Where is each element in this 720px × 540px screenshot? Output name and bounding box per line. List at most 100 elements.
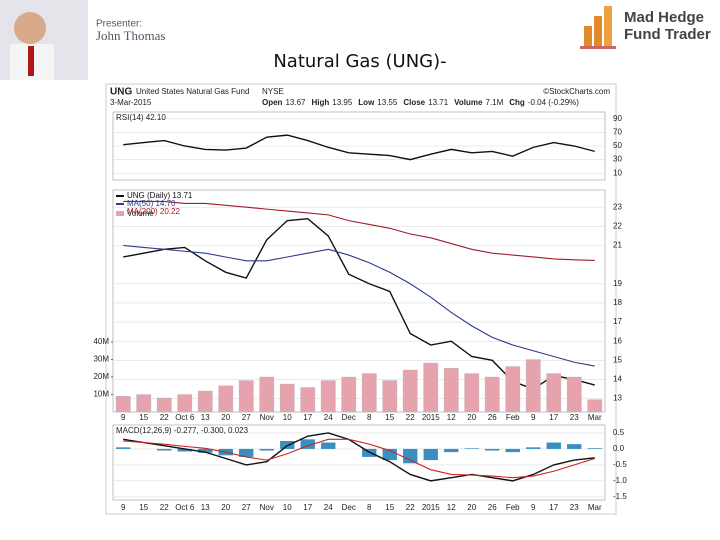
quote-value: 13.71 — [428, 98, 449, 107]
quote-value: 13.95 — [332, 98, 353, 107]
y-tick-label: -0.5 — [613, 460, 627, 469]
y-tick-label: 13 — [613, 394, 622, 403]
x-tick-label: 22 — [160, 413, 169, 422]
legend-label: Volume — [127, 209, 154, 218]
panel-title: RSI(14) 42.10 — [116, 113, 166, 122]
volume-bar — [136, 394, 152, 413]
x-tick-label: 17 — [303, 503, 312, 512]
y-tick-label: 70 — [613, 128, 622, 137]
volume-bar — [259, 376, 275, 413]
histogram-bar — [567, 444, 582, 449]
volume-bar — [525, 359, 541, 413]
histogram-bar — [464, 448, 479, 449]
x-tick-label: 12 — [447, 413, 456, 422]
x-tick-label: Dec — [342, 413, 356, 422]
y-tick-label: 22 — [613, 221, 622, 230]
series-line — [123, 200, 595, 261]
quote-value: -0.04 (-0.29%) — [528, 98, 579, 107]
y-tick-label: 21 — [613, 241, 622, 250]
x-tick-label: 23 — [570, 413, 579, 422]
histogram-bar — [321, 442, 336, 449]
panel-title: MACD(12,26,9) -0.277, -0.300, 0.023 — [116, 426, 249, 435]
quote-value: 7.1M — [485, 98, 503, 107]
panel — [112, 424, 606, 501]
quote-label: Chg — [509, 98, 525, 107]
volume-bar — [279, 383, 295, 413]
volume-bar — [238, 380, 254, 413]
histogram-bar — [403, 448, 418, 464]
x-tick-label: Feb — [506, 413, 520, 422]
x-tick-label: 13 — [201, 503, 210, 512]
histogram-bar — [546, 442, 561, 449]
histogram-bar — [485, 448, 500, 451]
histogram-bar — [259, 448, 274, 451]
x-tick-label: Nov — [260, 503, 274, 512]
exchange: NYSE — [262, 87, 284, 96]
quote-fields: Open 13.67 High 13.95 Low 13.55 Close 13.71 Volu… — [262, 98, 579, 107]
presenter-face — [14, 12, 46, 44]
y-tick-label: -1.0 — [613, 476, 627, 485]
x-tick-label: 9 — [531, 413, 536, 422]
x-tick-label: 13 — [201, 413, 210, 422]
volume-bar — [423, 362, 439, 413]
y-tick-label: 18 — [613, 298, 622, 307]
x-tick-label: 12 — [447, 503, 456, 512]
x-tick-label: 22 — [160, 503, 169, 512]
histogram-bar — [526, 447, 541, 449]
volume-bar — [546, 373, 562, 413]
x-tick-label: 24 — [324, 503, 333, 512]
x-tick-label: 20 — [467, 413, 476, 422]
y-tick-label: 19 — [613, 279, 622, 288]
histogram-bar — [198, 448, 213, 453]
presenter-label: Presenter: — [96, 19, 142, 30]
volume-bar — [341, 376, 357, 413]
histogram-bar — [157, 448, 172, 451]
x-tick-label: 17 — [549, 503, 558, 512]
logo-text: Fund Trader — [624, 26, 711, 43]
y-tick-label: 30 — [613, 155, 622, 164]
series-line — [123, 244, 595, 367]
y-tick-label: 16 — [613, 336, 622, 345]
y-tick-label: 50 — [613, 141, 622, 150]
x-tick-label: 20 — [221, 503, 230, 512]
histogram-bar — [280, 440, 295, 449]
quote-value: 13.55 — [377, 98, 398, 107]
y-tick-label: 90 — [613, 114, 622, 123]
histogram-bar — [423, 448, 438, 461]
legend-label: UNG (Daily) 13.71 — [127, 191, 193, 200]
x-tick-label: 10 — [283, 503, 292, 512]
x-tick-label: 8 — [367, 503, 372, 512]
panel — [112, 189, 606, 413]
legend-label: MA(200) 20.22 — [127, 207, 180, 216]
slide-title: Natural Gas (UNG)- — [273, 51, 446, 72]
histogram-bar — [505, 448, 520, 453]
volume-bar — [587, 399, 603, 413]
logo-text: Mad Hedge — [624, 9, 704, 26]
volume-bar — [320, 380, 336, 413]
histogram-bar — [177, 448, 192, 452]
x-tick-label: 27 — [242, 503, 251, 512]
histogram-bar — [239, 448, 254, 457]
volume-bar — [197, 390, 213, 413]
histogram-bar — [587, 448, 602, 449]
series-line — [123, 432, 595, 482]
quote-value: 13.67 — [285, 98, 306, 107]
volume-bar — [300, 387, 316, 413]
y-tick-label: 15 — [613, 355, 622, 364]
volume-bar — [361, 373, 377, 413]
histogram-bar — [116, 447, 131, 449]
quote-label: Low — [358, 98, 375, 107]
y-tick-label: 10M — [93, 390, 109, 399]
y-tick-label: -1.5 — [613, 492, 627, 501]
y-tick-label: 20M — [93, 372, 109, 381]
x-tick-label: 17 — [303, 413, 312, 422]
presenter-name: John Thomas — [96, 28, 165, 43]
x-tick-label: 26 — [488, 503, 497, 512]
y-tick-label: 23 — [613, 202, 622, 211]
volume-bar — [177, 394, 193, 413]
x-tick-label: Mar — [588, 413, 602, 422]
x-tick-label: 20 — [221, 413, 230, 422]
x-tick-label: 10 — [283, 413, 292, 422]
fund-name: United States Natural Gas Fund — [136, 87, 249, 96]
